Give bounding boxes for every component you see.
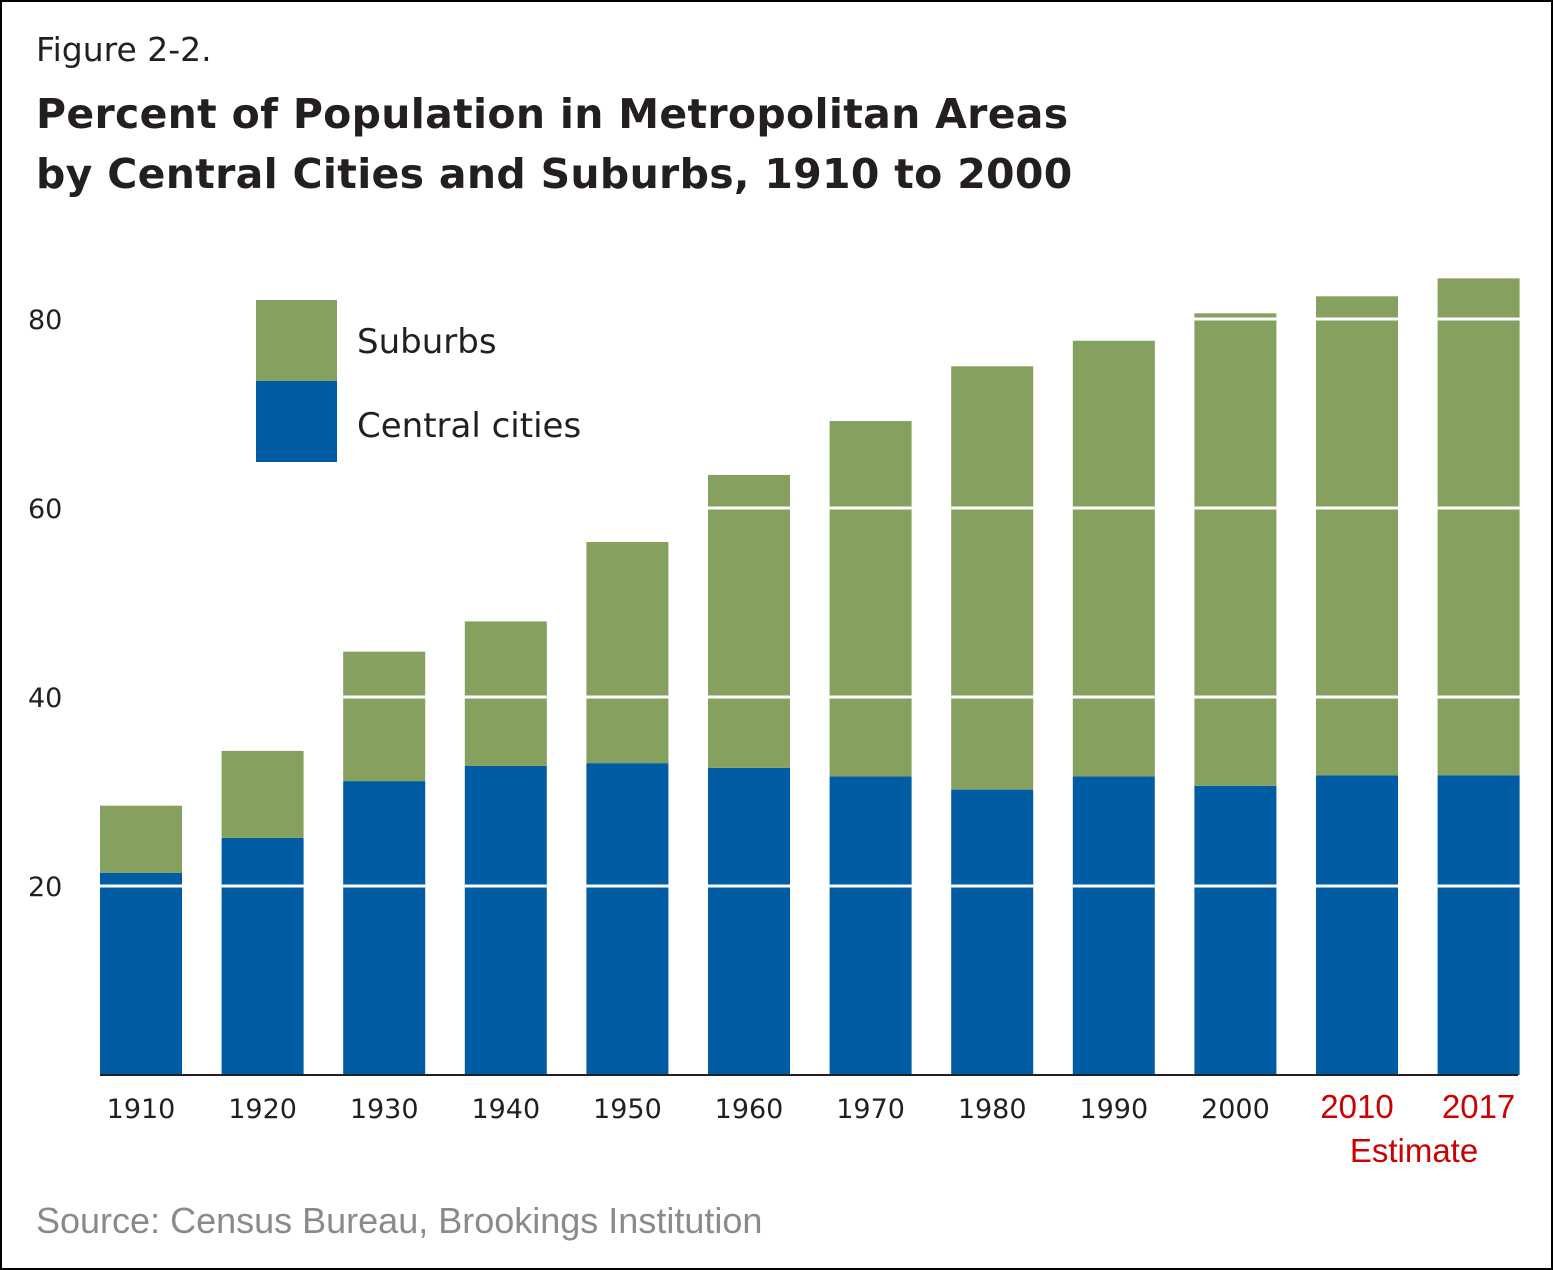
chart-title: Percent of Population in Metropolitan Ar… bbox=[36, 84, 1073, 204]
gridlines-group bbox=[100, 317, 1520, 888]
bar-central-cities-1990 bbox=[1072, 776, 1155, 1075]
legend-swatch-central-cities bbox=[256, 381, 337, 462]
x-tick-label-1920: 1920 bbox=[228, 1094, 297, 1125]
y-tick-label-40: 40 bbox=[28, 683, 62, 714]
x-tick-label-2010: 2010 bbox=[1320, 1088, 1393, 1125]
x-tick-label-1970: 1970 bbox=[836, 1094, 905, 1125]
bar-suburbs-1910 bbox=[100, 805, 182, 873]
source-note: Source: Census Bureau, Brookings Institu… bbox=[36, 1200, 763, 1241]
bar-central-cities-2010 bbox=[1316, 775, 1398, 1075]
x-tick-label-2000: 2000 bbox=[1201, 1094, 1270, 1125]
bar-suburbs-1930 bbox=[343, 651, 426, 782]
bar-central-cities-2000 bbox=[1194, 785, 1277, 1075]
x-tick-label-1980: 1980 bbox=[958, 1094, 1027, 1125]
bar-central-cities-1950 bbox=[586, 763, 669, 1075]
bar-suburbs-2017 bbox=[1437, 278, 1520, 776]
bar-suburbs-1960 bbox=[708, 474, 790, 768]
bar-central-cities-1920 bbox=[221, 837, 304, 1075]
bar-suburbs-1940 bbox=[464, 621, 547, 766]
x-tick-label-1910: 1910 bbox=[107, 1094, 176, 1125]
legend-swatch-suburbs bbox=[256, 300, 337, 381]
bar-suburbs-1920 bbox=[221, 750, 304, 838]
bar-suburbs-1970 bbox=[829, 421, 912, 777]
chart-title-line-1: Percent of Population in Metropolitan Ar… bbox=[36, 90, 1069, 138]
legend: Suburbs Central cities bbox=[256, 300, 581, 462]
figure-label: Figure 2-2. bbox=[36, 30, 212, 69]
bar-central-cities-1910 bbox=[100, 872, 182, 1075]
legend-label-central-cities: Central cities bbox=[357, 406, 581, 446]
x-tick-label-1950: 1950 bbox=[593, 1094, 662, 1125]
x-tick-label-1940: 1940 bbox=[471, 1094, 540, 1125]
x-tick-label-1990: 1990 bbox=[1079, 1094, 1148, 1125]
y-tick-label-20: 20 bbox=[28, 872, 62, 903]
bar-suburbs-1980 bbox=[951, 366, 1034, 790]
bar-central-cities-1930 bbox=[343, 781, 426, 1075]
bar-suburbs-2000 bbox=[1194, 313, 1277, 786]
x-tick-label-2017: 2017 bbox=[1442, 1088, 1515, 1125]
y-tick-label-60: 60 bbox=[28, 494, 62, 525]
y-tick-label-80: 80 bbox=[28, 305, 62, 336]
y-tick-labels: 20 40 60 80 bbox=[28, 305, 62, 903]
bar-central-cities-1980 bbox=[951, 789, 1034, 1075]
x-tick-labels: 1910 1920 1930 1940 1950 1960 1970 1980 1990 2000… bbox=[107, 1088, 1516, 1125]
estimate-annotation: Estimate bbox=[1350, 1132, 1478, 1169]
x-tick-label-1960: 1960 bbox=[715, 1094, 784, 1125]
bar-central-cities-1970 bbox=[829, 776, 912, 1075]
bar-suburbs-1950 bbox=[586, 542, 669, 764]
chart-title-line-2: by Central Cities and Suburbs, 1910 to 2… bbox=[36, 150, 1073, 198]
bar-central-cities-2017 bbox=[1437, 775, 1520, 1075]
bar-central-cities-1940 bbox=[464, 765, 547, 1075]
bar-suburbs-1990 bbox=[1072, 340, 1155, 777]
x-tick-label-1930: 1930 bbox=[350, 1094, 419, 1125]
bars-group bbox=[100, 278, 1520, 1075]
legend-label-suburbs: Suburbs bbox=[357, 322, 497, 362]
bar-central-cities-1960 bbox=[708, 767, 790, 1075]
bar-suburbs-2010 bbox=[1316, 296, 1398, 776]
